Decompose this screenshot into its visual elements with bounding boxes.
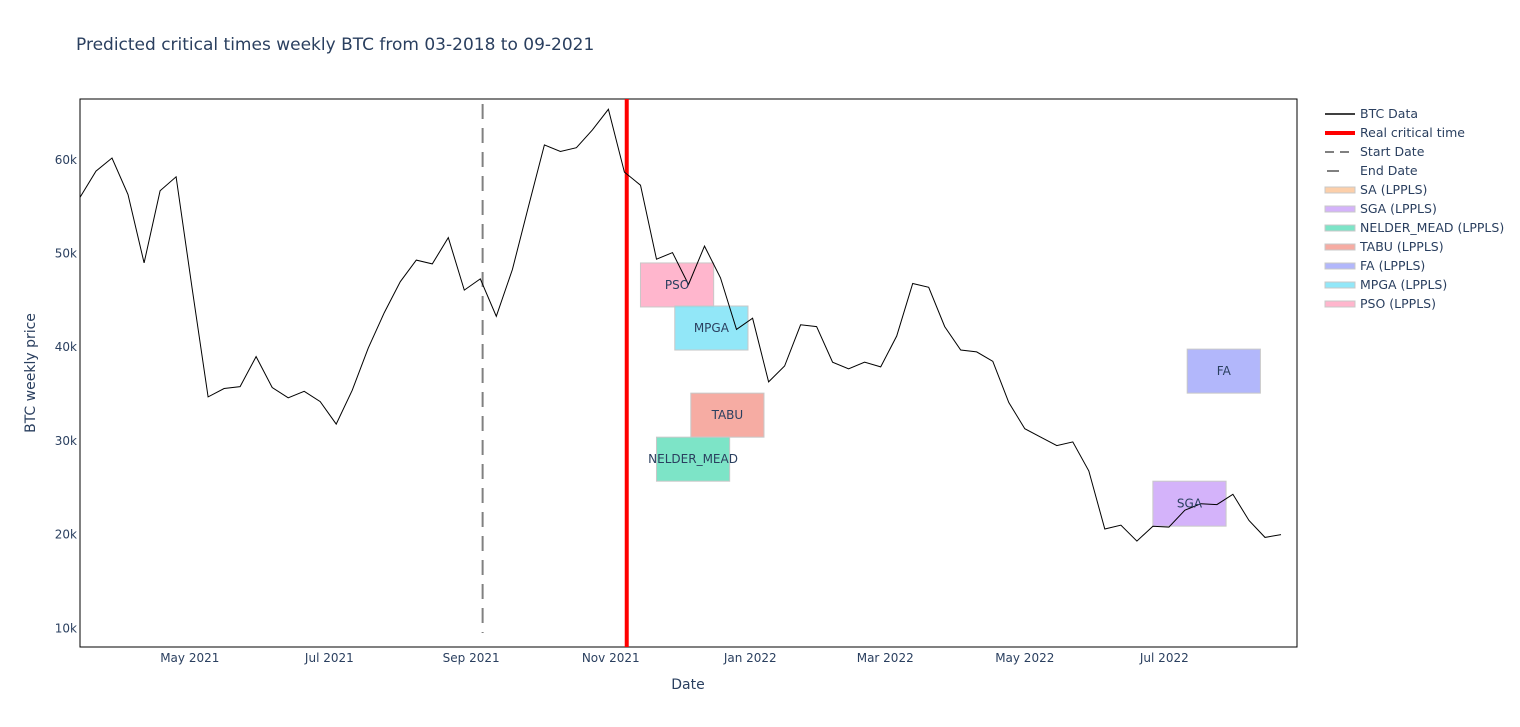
box-pso (639, 262, 715, 308)
box-tabu (690, 392, 765, 438)
y-axis-title: BTC weekly price (23, 313, 39, 433)
legend-item-tabu-lppls[interactable]: TABU (LPPLS) (1324, 239, 1444, 254)
legend-swatch (1324, 281, 1356, 289)
y-axis: 10k 20k 30k 40k 50k 60k (55, 153, 77, 635)
x-tick-label: May 2022 (995, 651, 1054, 665)
legend-swatch (1324, 243, 1356, 251)
legend-item-pso-lppls[interactable]: PSO (LPPLS) (1324, 296, 1436, 311)
y-tick-label: 50k (55, 247, 77, 261)
box-label-mpga: MPGA (694, 321, 730, 335)
legend-label: End Date (1360, 163, 1418, 178)
y-tick-label: 60k (55, 153, 77, 167)
legend-label: SA (LPPLS) (1360, 182, 1427, 197)
legend-label: Start Date (1360, 144, 1425, 159)
y-tick-label: 40k (55, 340, 77, 354)
box-label-nelder-mead: NELDER_MEAD (648, 452, 738, 466)
x-tick-label: Jul 2022 (1139, 651, 1189, 665)
legend-item-btc-data[interactable]: BTC Data (1325, 106, 1418, 121)
x-axis: May 2021 Jul 2021 Sep 2021 Nov 2021 Jan 2022… (160, 651, 1189, 665)
plot-frame (79, 98, 1298, 648)
legend-item-real-critical-time[interactable]: Real critical time (1325, 125, 1465, 140)
legend-label: FA (LPPLS) (1360, 258, 1425, 273)
vertical-lines (481, 99, 629, 647)
x-tick-label: Nov 2021 (582, 651, 640, 665)
y-tick-label: 10k (55, 621, 77, 635)
legend-item-start-date[interactable]: Start Date (1325, 144, 1425, 159)
prediction-boxes (639, 262, 1261, 527)
x-axis-title: Date (671, 677, 704, 693)
box-label-pso: PSO (665, 278, 689, 292)
legend-label: MPGA (LPPLS) (1360, 277, 1447, 292)
y-tick-label: 20k (55, 528, 77, 542)
legend-swatch (1324, 300, 1356, 308)
legend-item-end-date[interactable]: End Date (1327, 163, 1418, 178)
legend-item-sga-lppls[interactable]: SGA (LPPLS) (1324, 201, 1437, 216)
legend-label: Real critical time (1360, 125, 1465, 140)
legend-label: SGA (LPPLS) (1360, 201, 1437, 216)
legend-swatch (1324, 224, 1356, 232)
btc-data-line (79, 108, 1282, 542)
x-tick-label: May 2021 (160, 651, 219, 665)
legend-label: BTC Data (1360, 106, 1418, 121)
chart-title: Predicted critical times weekly BTC from… (76, 35, 594, 55)
x-tick-label: Sep 2021 (443, 651, 500, 665)
y-tick-label: 30k (55, 434, 77, 448)
box-label-tabu: TABU (711, 408, 744, 422)
x-tick-label: Mar 2022 (857, 651, 914, 665)
plot-area: PSO MPGA TABU NELDER_MEAD SGA FA (79, 98, 1298, 648)
legend-label: NELDER_MEAD (LPPLS) (1360, 220, 1504, 235)
box-sga (1152, 480, 1227, 527)
legend-label: TABU (LPPLS) (1359, 239, 1444, 254)
legend-label: PSO (LPPLS) (1360, 296, 1436, 311)
legend-swatch (1324, 205, 1356, 213)
legend-swatch (1324, 186, 1356, 194)
box-label-sga: SGA (1177, 497, 1203, 511)
legend-item-fa-lppls[interactable]: FA (LPPLS) (1324, 258, 1425, 273)
prediction-box-labels: PSO MPGA TABU NELDER_MEAD SGA FA (648, 278, 1231, 511)
box-label-fa: FA (1217, 364, 1232, 378)
legend-item-sa-lppls[interactable]: SA (LPPLS) (1324, 182, 1427, 197)
box-fa (1186, 348, 1261, 394)
legend: BTC Data Real critical time Start Date End … (1324, 106, 1504, 311)
x-tick-label: Jul 2021 (304, 651, 354, 665)
legend-swatch (1324, 262, 1356, 270)
legend-item-nelder-mead-lppls[interactable]: NELDER_MEAD (LPPLS) (1324, 220, 1504, 235)
box-nelder-mead (655, 436, 731, 482)
legend-item-mpga-lppls[interactable]: MPGA (LPPLS) (1324, 277, 1447, 292)
x-tick-label: Jan 2022 (723, 651, 777, 665)
